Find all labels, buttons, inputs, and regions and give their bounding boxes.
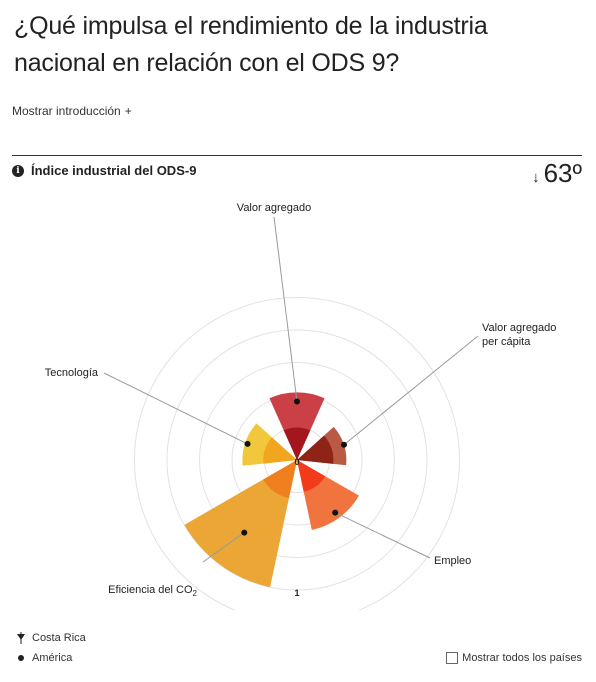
chart-leader-lines — [103, 216, 479, 563]
leader-empleo — [334, 512, 431, 559]
bar-inner-eficiencia-del-co2 — [263, 460, 297, 499]
show-all-label: Mostrar todos los países — [462, 652, 582, 664]
index-label: Índice industrial del ODS-9 — [31, 163, 197, 178]
show-intro-label: Mostrar introducción — [12, 104, 121, 118]
scale-min-label: 0 — [294, 457, 299, 467]
leader-valor-agregado-per-capita — [343, 335, 479, 446]
region-marker-icon — [18, 655, 24, 661]
leader-eficiencia-del-co2 — [202, 532, 245, 563]
plus-icon: + — [124, 104, 132, 118]
axis-label-valor-agregado: Valor agregado — [237, 202, 311, 214]
index-heading: i Índice industrial del ODS-9 — [12, 163, 196, 178]
chart-labels: Valor agregado Valor agregado per cápita Em… — [45, 202, 557, 598]
rank-value: 63º — [543, 158, 582, 188]
page-title: ¿Qué impulsa el rendimiento de la indust… — [14, 12, 488, 77]
leader-valor-agregado — [273, 216, 298, 402]
bar-inner-valor-agregado — [283, 427, 311, 460]
axis-label-tecnologia: Tecnología — [45, 367, 99, 379]
marker-america-eficiencia-del-co2 — [241, 529, 248, 536]
marker-america-valor-agregado-per-capita — [340, 441, 347, 448]
bar-outer-valor-agregado — [269, 392, 325, 460]
info-icon[interactable]: i — [12, 164, 24, 177]
marker-america-tecnologia — [244, 440, 251, 447]
country-marker-icon — [17, 632, 25, 644]
chart-bars — [184, 392, 359, 588]
down-arrow-icon: ↓ — [532, 169, 540, 186]
chart-markers — [241, 398, 347, 536]
grid-ring-4 — [134, 297, 460, 610]
bar-inner-empleo — [297, 460, 326, 492]
leader-tecnologia — [103, 372, 248, 445]
bar-inner-valor-agregado-per-capita — [297, 435, 334, 464]
axis-label-empleo: Empleo — [434, 555, 471, 567]
legend-region-label: América — [32, 652, 73, 664]
checkbox[interactable] — [446, 652, 459, 664]
legend-region: América — [16, 652, 72, 664]
legend-country-label: Costa Rica — [32, 632, 86, 644]
marker-america-empleo — [332, 509, 339, 516]
polar-bar-chart: Valor agregado Valor agregado per cápita Em… — [45, 202, 557, 610]
rank-display: ↓ 63º — [532, 158, 582, 189]
bar-inner-tecnologia — [263, 437, 297, 464]
legend-country: Costa Rica — [16, 632, 86, 644]
scale-max-label: 1 — [294, 588, 299, 598]
axis-label-eficiencia-del-co2: Eficiencia del CO2 — [108, 584, 197, 598]
axis-label-valor-agregado-per-capita: Valor agregado per cápita — [482, 322, 556, 348]
section-divider — [12, 155, 582, 156]
marker-america-valor-agregado — [294, 398, 300, 405]
grid-ring-3 — [166, 329, 428, 591]
show-all-countries-toggle[interactable]: Mostrar todos los países — [446, 652, 582, 664]
show-intro-toggle[interactable]: Mostrar introducción + — [12, 104, 132, 118]
grid-ring-2 — [199, 362, 395, 558]
